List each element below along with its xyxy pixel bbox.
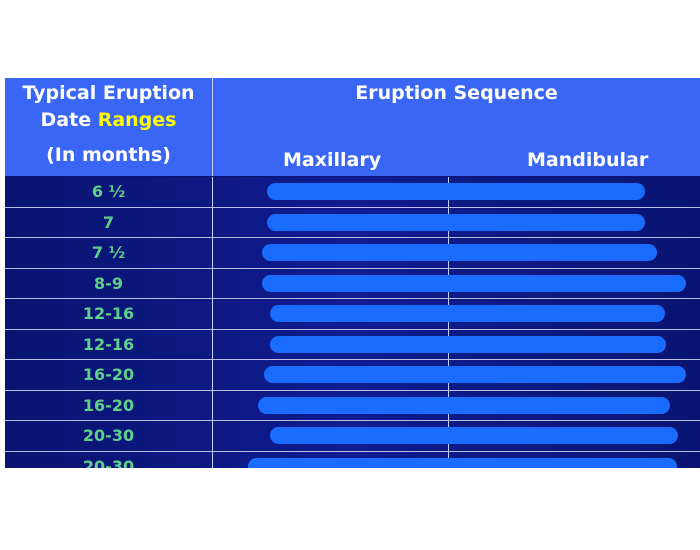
divider bbox=[212, 177, 213, 207]
header-line: Typical Eruption bbox=[22, 82, 195, 104]
table-row: 7 ½ bbox=[5, 238, 700, 269]
table-row: 12-16 bbox=[5, 329, 700, 360]
answer-cover bbox=[270, 427, 678, 444]
row-label: 8-9 bbox=[94, 273, 123, 293]
divider bbox=[212, 390, 213, 420]
answer-cover bbox=[267, 183, 645, 200]
answer-cover bbox=[248, 457, 677, 468]
header-line: (In months) bbox=[46, 144, 171, 166]
table-row: 16-20 bbox=[5, 360, 700, 391]
row-label: 7 bbox=[102, 212, 115, 232]
answer-cover bbox=[262, 244, 657, 261]
table-row: 16-20 bbox=[5, 390, 700, 421]
header-text: Date bbox=[40, 109, 92, 131]
table-row: 6 ½ bbox=[5, 177, 700, 208]
divider bbox=[212, 299, 213, 329]
header-line: Date Ranges bbox=[5, 109, 212, 131]
answer-cover bbox=[258, 396, 670, 414]
divider bbox=[212, 238, 213, 268]
row-label: 7 ½ bbox=[91, 243, 126, 262]
divider bbox=[212, 360, 213, 390]
column-header: Maxillary bbox=[283, 149, 382, 171]
divider bbox=[212, 78, 213, 176]
row-label: 20-30 bbox=[82, 426, 135, 445]
row-label: 12-16 bbox=[82, 304, 135, 323]
header-title: Eruption Sequence bbox=[355, 82, 558, 104]
table-row: 7 bbox=[5, 207, 700, 238]
divider bbox=[212, 268, 213, 298]
table-row: 20-30 bbox=[5, 421, 700, 452]
row-label: 16-20 bbox=[82, 365, 135, 384]
answer-cover bbox=[264, 366, 686, 383]
table-row: 20-30 bbox=[5, 451, 700, 469]
answer-cover bbox=[270, 305, 665, 322]
answer-cover bbox=[262, 274, 686, 292]
table-header: Typical Eruption Date Ranges (In months)… bbox=[5, 78, 700, 176]
table-row: 8-9 bbox=[5, 268, 700, 299]
table-row: 12-16 bbox=[5, 299, 700, 330]
row-label: 20-30 bbox=[82, 456, 135, 469]
table-body: 6 ½ 7 7 ½ 8-9 12-16 12-16 16-20 16-20 20-30 20-30 bbox=[5, 177, 700, 468]
header-highlight: Ranges bbox=[97, 109, 177, 131]
divider bbox=[212, 207, 213, 237]
row-label: 6 ½ bbox=[91, 182, 126, 201]
answer-cover bbox=[270, 335, 666, 353]
row-label: 12-16 bbox=[82, 334, 135, 354]
divider bbox=[212, 329, 213, 359]
divider bbox=[212, 451, 213, 468]
column-header: Mandibular bbox=[527, 149, 649, 171]
table: Typical Eruption Date Ranges (In months)… bbox=[5, 78, 700, 468]
answer-cover bbox=[267, 213, 645, 231]
row-label: 16-20 bbox=[82, 395, 135, 415]
divider bbox=[212, 421, 213, 451]
